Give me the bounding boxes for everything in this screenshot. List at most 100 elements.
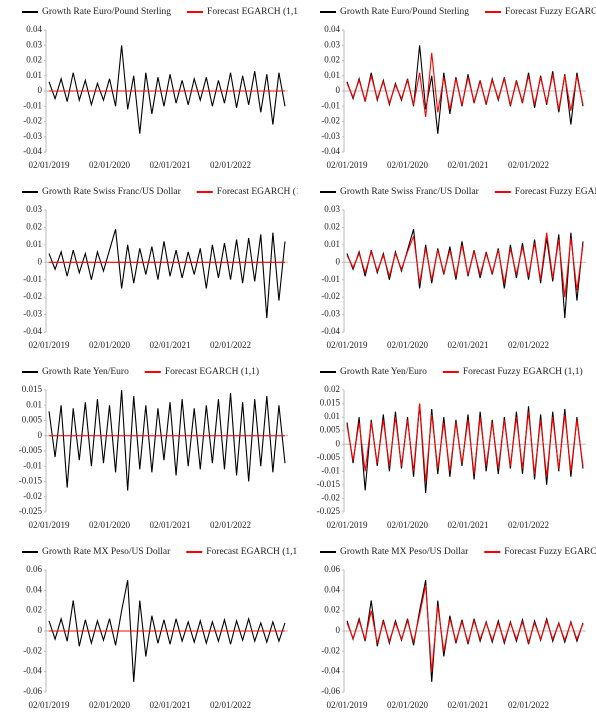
y-tick-label: -0.02 xyxy=(321,493,340,503)
series-line xyxy=(48,45,286,134)
y-tick-label: 0.02 xyxy=(26,55,42,65)
x-tick-label: 02/01/2022 xyxy=(210,340,251,350)
x-tick-label: 02/01/2019 xyxy=(327,520,369,530)
legend-label: Forecast EGARCH (1,1) xyxy=(207,6,298,17)
chart-panel: Growth Rate Yen/Euro Forecast EGARCH (1,1… xyxy=(19,366,288,530)
y-tick-label: -0.005 xyxy=(317,452,341,462)
y-tick-label: 0.015 xyxy=(22,384,43,394)
legend-label: Forecast Fuzzy EGARCH (1,1) xyxy=(463,366,583,377)
y-tick-label: -0.03 xyxy=(23,131,42,141)
x-tick-label: 02/01/2019 xyxy=(29,160,71,170)
x-tick-label: 02/01/2020 xyxy=(387,340,429,350)
y-tick-label: -0.02 xyxy=(321,645,340,655)
y-tick-label: -0.01 xyxy=(321,274,340,284)
legend-label: Growth Rate Euro/Pound Sterling xyxy=(340,7,469,17)
y-tick-label: -0.03 xyxy=(321,131,340,141)
y-tick-label: -0.04 xyxy=(23,666,42,676)
legend-label: Growth Rate MX Peso/US Dollar xyxy=(42,547,171,557)
x-tick-label: 02/01/2022 xyxy=(508,700,549,710)
series-line xyxy=(346,403,584,483)
y-tick-label: -0.025 xyxy=(19,506,43,516)
x-tick-label: 02/01/2022 xyxy=(210,520,251,530)
series-line xyxy=(48,229,286,319)
y-tick-label: 0.01 xyxy=(26,70,42,80)
y-tick-label: 0.02 xyxy=(324,221,340,231)
y-tick-label: 0.04 xyxy=(324,24,340,34)
x-tick-label: 02/01/2021 xyxy=(150,520,191,530)
y-tick-label: 0.06 xyxy=(324,564,340,574)
legend-label: Growth Rate Yen/Euro xyxy=(340,367,427,377)
y-tick-label: 0.02 xyxy=(26,605,42,615)
y-tick-label: 0 xyxy=(38,256,43,266)
x-tick-label: 02/01/2020 xyxy=(387,520,429,530)
legend-label: Growth Rate Swiss Franc/US Dollar xyxy=(340,187,480,197)
y-tick-label: -0.025 xyxy=(317,506,341,516)
x-tick-label: 02/01/2019 xyxy=(29,340,71,350)
y-tick-label: -0.02 xyxy=(23,116,42,126)
legend-label: Forecast EGARCH (1,1) xyxy=(217,186,298,197)
y-tick-label: 0.02 xyxy=(324,384,340,394)
y-tick-label: -0.015 xyxy=(19,476,43,486)
x-tick-label: 02/01/2020 xyxy=(89,340,131,350)
y-tick-label: -0.03 xyxy=(321,309,340,319)
y-tick-label: 0.005 xyxy=(22,415,43,425)
y-tick-label: -0.01 xyxy=(23,460,42,470)
y-tick-label: 0.03 xyxy=(324,204,340,214)
x-tick-label: 02/01/2020 xyxy=(387,700,429,710)
y-tick-label: -0.02 xyxy=(23,645,42,655)
x-tick-label: 02/01/2021 xyxy=(150,700,191,710)
legend-label: Forecast EGARCH (1,1) xyxy=(165,366,259,377)
legend-label: Growth Rate MX Peso/US Dollar xyxy=(340,547,469,557)
x-tick-label: 02/01/2021 xyxy=(448,340,489,350)
y-tick-label: 0.01 xyxy=(324,239,340,249)
chart-panel: Growth Rate Swiss Franc/US Dollar Forecas… xyxy=(320,186,596,350)
y-tick-label: -0.04 xyxy=(321,666,340,676)
x-tick-label: 02/01/2022 xyxy=(508,520,549,530)
y-tick-label: 0.04 xyxy=(26,584,42,594)
y-tick-label: 0.03 xyxy=(26,39,42,49)
y-tick-label: 0.03 xyxy=(26,204,42,214)
series-line xyxy=(346,403,584,494)
series-line xyxy=(346,232,584,298)
y-tick-label: 0 xyxy=(38,85,43,95)
y-tick-label: -0.04 xyxy=(321,146,340,156)
legend-label: Forecast Fuzzy EGARCH (1,1) xyxy=(515,186,596,197)
y-tick-label: -0.01 xyxy=(321,100,340,110)
chart-panel: Growth Rate MX Peso/US Dollar Forecast Fu… xyxy=(320,546,596,710)
y-tick-label: -0.005 xyxy=(19,445,43,455)
x-tick-label: 02/01/2022 xyxy=(508,340,549,350)
chart-panel: Growth Rate Euro/Pound Sterling Forecast … xyxy=(22,6,298,170)
y-tick-label: -0.06 xyxy=(321,686,340,696)
legend-label: Growth Rate Swiss Franc/US Dollar xyxy=(42,187,182,197)
y-tick-label: -0.02 xyxy=(321,116,340,126)
y-tick-label: 0.01 xyxy=(26,399,42,409)
x-tick-label: 02/01/2021 xyxy=(448,520,489,530)
x-tick-label: 02/01/2022 xyxy=(508,160,549,170)
y-tick-label: 0.02 xyxy=(324,55,340,65)
chart-panel: Growth Rate Yen/Euro Forecast Fuzzy EGARC… xyxy=(317,366,586,530)
y-tick-label: 0.04 xyxy=(26,24,42,34)
y-tick-label: 0.01 xyxy=(324,70,340,80)
y-tick-label: 0.06 xyxy=(26,564,42,574)
x-tick-label: 02/01/2021 xyxy=(150,340,191,350)
y-tick-label: 0.03 xyxy=(324,39,340,49)
x-tick-label: 02/01/2019 xyxy=(29,520,71,530)
x-tick-label: 02/01/2019 xyxy=(29,700,71,710)
chart-panel: Growth Rate MX Peso/US Dollar Forecast EG… xyxy=(22,546,298,710)
legend-label: Growth Rate Euro/Pound Sterling xyxy=(42,7,171,17)
x-tick-label: 02/01/2021 xyxy=(448,700,489,710)
y-tick-label: -0.01 xyxy=(23,100,42,110)
y-tick-label: 0.005 xyxy=(320,425,341,435)
legend-label: Forecast Fuzzy EGARCH (1,1) xyxy=(505,6,596,17)
y-tick-label: 0 xyxy=(336,256,341,266)
y-tick-label: 0 xyxy=(336,85,341,95)
y-tick-label: -0.02 xyxy=(23,491,42,501)
y-tick-label: 0.01 xyxy=(26,239,42,249)
legend-label: Forecast Fuzzy EGARCH (1,1) xyxy=(504,546,596,557)
y-tick-label: -0.03 xyxy=(23,309,42,319)
x-tick-label: 02/01/2020 xyxy=(387,160,429,170)
y-tick-label: 0.015 xyxy=(320,398,341,408)
x-tick-label: 02/01/2022 xyxy=(210,700,251,710)
y-tick-label: -0.04 xyxy=(321,326,340,336)
